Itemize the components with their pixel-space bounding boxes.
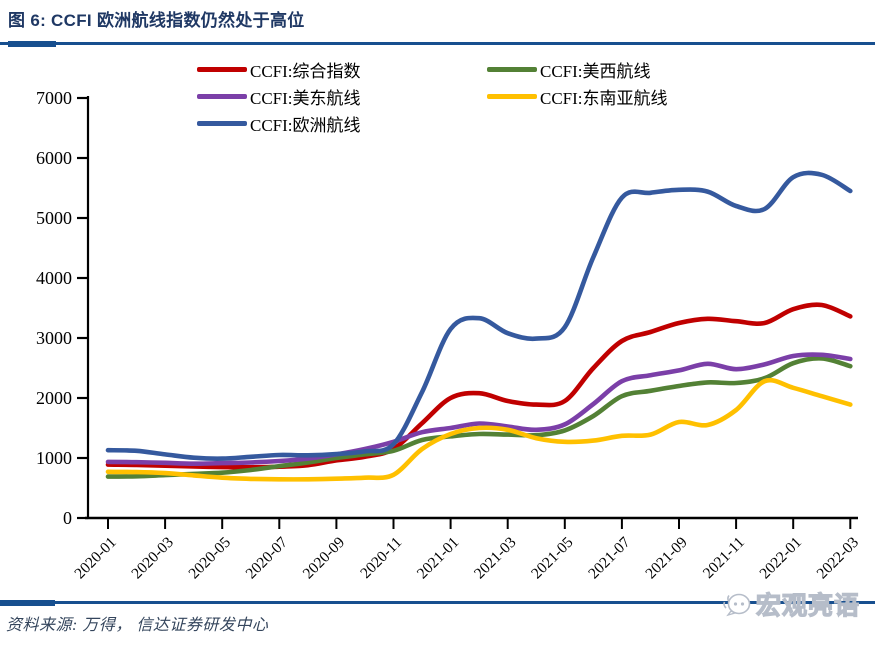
legend-item-composite: CCFI:综合指数 bbox=[197, 56, 487, 83]
legend-swatch-se-asia bbox=[487, 94, 537, 99]
y-tick-label: 1000 bbox=[36, 448, 72, 468]
x-tick-label: 2020-09 bbox=[300, 534, 349, 583]
x-tick-label: 2020-11 bbox=[357, 534, 405, 582]
legend-label: CCFI:欧洲航线 bbox=[250, 116, 361, 135]
y-tick-label: 3000 bbox=[36, 328, 72, 348]
series-line-1 bbox=[105, 356, 853, 479]
chart-legend: CCFI:综合指数 CCFI:美西航线 CCFI:美东航线 CCFI:东南亚航线… bbox=[197, 56, 777, 137]
legend-label: CCFI:综合指数 bbox=[250, 62, 361, 81]
page-title: 图 6: CCFI 欧洲航线指数仍然处于高位 bbox=[8, 11, 305, 30]
legend-swatch-composite bbox=[197, 67, 247, 72]
bottom-divider bbox=[0, 599, 875, 606]
legend-label: CCFI:东南亚航线 bbox=[540, 89, 668, 108]
x-tick-label: 2020-01 bbox=[71, 534, 120, 583]
x-tick-label: 2021-07 bbox=[585, 534, 634, 583]
legend-swatch-us-east bbox=[197, 94, 247, 99]
x-tick-label: 2021-03 bbox=[471, 534, 520, 583]
y-axis: 0 1000 2000 3000 4000 5000 6000 7000 bbox=[36, 88, 90, 528]
top-divider-accent bbox=[8, 40, 56, 47]
x-axis: 2020-01 2020-03 2020-05 2020-07 2020-09 2020-… bbox=[71, 516, 863, 583]
series-line-4 bbox=[105, 170, 853, 461]
y-tick-label: 2000 bbox=[36, 388, 72, 408]
x-tick-label: 2021-09 bbox=[642, 534, 691, 583]
x-tick-label: 2020-05 bbox=[185, 534, 234, 583]
x-tick-label: 2022-01 bbox=[756, 534, 805, 583]
legend-item-europe: CCFI:欧洲航线 bbox=[197, 110, 487, 137]
legend-label: CCFI:美东航线 bbox=[250, 89, 361, 108]
series-line-0 bbox=[105, 302, 853, 470]
legend-swatch-us-west bbox=[487, 67, 537, 72]
x-tick-label: 2022-03 bbox=[814, 534, 863, 583]
series-lines bbox=[105, 170, 853, 482]
y-tick-label: 5000 bbox=[36, 208, 72, 228]
legend-item-us-west: CCFI:美西航线 bbox=[487, 56, 777, 83]
legend-item-se-asia: CCFI:东南亚航线 bbox=[487, 83, 777, 110]
bottom-divider-accent bbox=[0, 599, 55, 606]
x-tick-label: 2021-05 bbox=[528, 534, 577, 583]
x-tick-label: 2021-11 bbox=[700, 534, 748, 582]
series-line-3 bbox=[105, 378, 853, 482]
x-tick-label: 2020-07 bbox=[243, 534, 292, 583]
source-note: 资料来源: 万得， 信达证券研发中心 bbox=[6, 617, 269, 634]
bottom-divider-line bbox=[0, 601, 875, 604]
y-tick-label: 6000 bbox=[36, 148, 72, 168]
legend-label: CCFI:美西航线 bbox=[540, 62, 651, 81]
y-tick-label: 0 bbox=[63, 508, 72, 528]
top-divider bbox=[0, 40, 875, 47]
y-tick-label: 4000 bbox=[36, 268, 72, 288]
top-divider-line bbox=[0, 42, 875, 45]
series-line-2 bbox=[105, 352, 853, 467]
x-tick-label: 2020-03 bbox=[128, 534, 177, 583]
y-tick-label: 7000 bbox=[36, 88, 72, 108]
x-tick-label: 2021-01 bbox=[414, 534, 463, 583]
legend-swatch-europe bbox=[197, 121, 247, 126]
legend-item-us-east: CCFI:美东航线 bbox=[197, 83, 487, 110]
